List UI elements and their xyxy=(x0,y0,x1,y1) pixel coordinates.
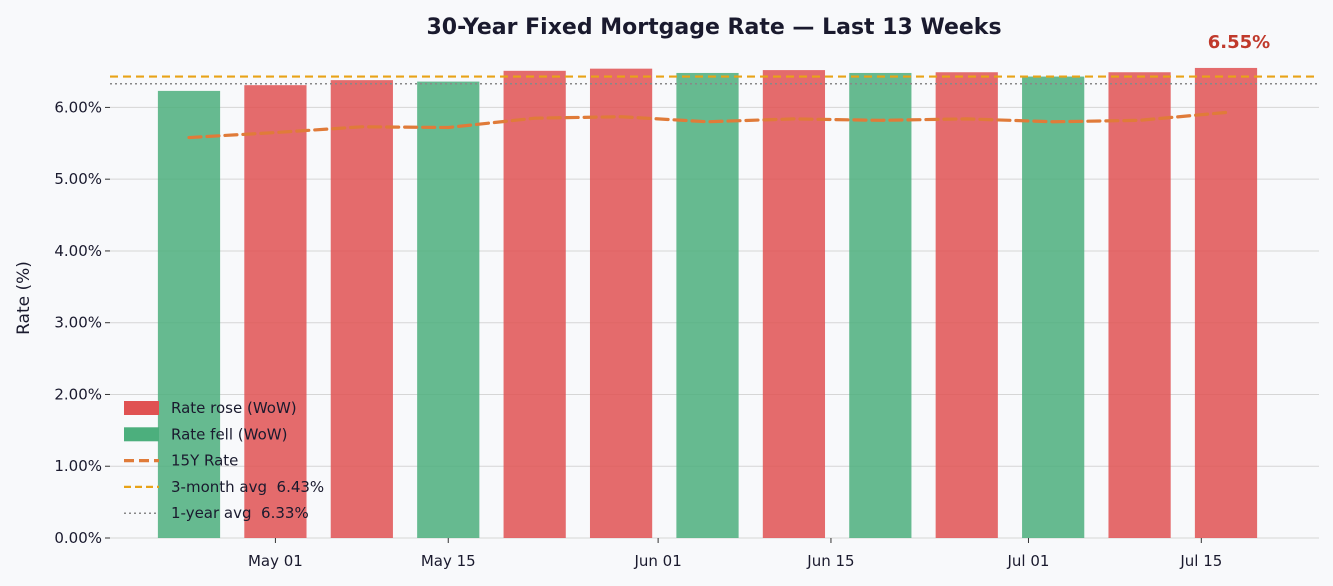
bar xyxy=(935,72,998,538)
bar-series xyxy=(157,67,1258,539)
x-tick-label: Jul 15 xyxy=(1179,552,1222,570)
legend-swatch xyxy=(124,401,159,415)
bar xyxy=(330,80,393,538)
chart-title: 30-Year Fixed Mortgage Rate — Last 13 We… xyxy=(426,15,1001,40)
bar xyxy=(676,72,739,538)
reference-lines xyxy=(110,75,1319,85)
y-tick-label: 6.00% xyxy=(54,98,102,116)
x-tick-label: Jun 01 xyxy=(633,552,681,570)
x-tick-label: May 15 xyxy=(421,552,476,570)
bar xyxy=(244,85,307,538)
legend-swatch xyxy=(124,427,159,442)
y-tick-label: 5.00% xyxy=(54,170,102,188)
legend-label: 1-year avg 6.33% xyxy=(171,504,309,522)
legend-label: 3-month avg 6.43% xyxy=(171,478,324,496)
y-tick-label: 4.00% xyxy=(54,242,102,260)
y-tick-label: 2.00% xyxy=(54,385,102,403)
x-tick-label: Jul 01 xyxy=(1006,552,1049,570)
bar xyxy=(1022,76,1085,538)
legend-label: 15Y Rate xyxy=(171,452,238,470)
legend: Rate rose (WoW) Rate fell (WoW) 15Y Rate 3-… xyxy=(124,399,324,522)
bar xyxy=(1108,72,1171,538)
bar xyxy=(1194,67,1258,539)
bar xyxy=(762,70,826,538)
line-series-15y xyxy=(187,110,1228,140)
bar xyxy=(157,90,221,538)
legend-label: Rate rose (WoW) xyxy=(171,399,297,417)
bar xyxy=(849,72,912,538)
bar xyxy=(417,81,480,538)
annotations: 6.55% xyxy=(1208,32,1270,53)
last-value-callout: 6.55% xyxy=(1208,32,1270,53)
y-axis-label: Rate (%) xyxy=(14,261,34,335)
x-axis-ticks: May 01 May 15 Jun 01 Jun 15 Jul 01 Jul 15 xyxy=(248,538,1222,570)
bar xyxy=(589,68,653,539)
x-tick-label: May 01 xyxy=(248,552,303,570)
y-axis-ticks: 0.00% 1.00% 2.00% 3.00% 4.00% 5.00% 6.00% xyxy=(54,98,110,547)
x-tick-label: Jun 15 xyxy=(806,552,854,570)
y-tick-label: 0.00% xyxy=(54,529,102,547)
y-tick-label: 1.00% xyxy=(54,457,102,475)
legend-label: Rate fell (WoW) xyxy=(171,425,287,443)
line-15y xyxy=(187,110,1228,140)
bar xyxy=(503,70,566,538)
y-tick-label: 3.00% xyxy=(54,314,102,332)
